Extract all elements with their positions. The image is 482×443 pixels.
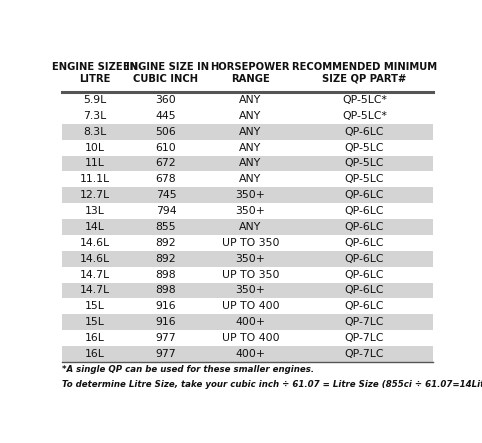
Text: 506: 506 [156,127,176,137]
Text: ANY: ANY [239,127,262,137]
Text: 892: 892 [156,238,176,248]
Text: 14L: 14L [85,222,105,232]
Text: 13L: 13L [85,206,105,216]
Bar [62,108,433,124]
Text: 15L: 15L [85,301,105,311]
Text: UP TO 400: UP TO 400 [222,333,279,343]
Bar [62,187,433,203]
Text: ANY: ANY [239,175,262,184]
Text: 672: 672 [156,159,176,168]
Text: QP-6LC: QP-6LC [345,127,384,137]
Text: 445: 445 [156,111,176,121]
Text: 400+: 400+ [235,317,266,327]
Text: QP-7LC: QP-7LC [345,349,384,359]
Text: 11L: 11L [85,159,105,168]
Text: ANY: ANY [239,95,262,105]
Text: ENGINE SIZE IN
LITRE: ENGINE SIZE IN LITRE [52,62,138,84]
Text: ANY: ANY [239,159,262,168]
Text: 11.1L: 11.1L [80,175,109,184]
Text: QP-6LC: QP-6LC [345,301,384,311]
Text: QP-5LC*: QP-5LC* [342,111,387,121]
Text: QP-6LC: QP-6LC [345,206,384,216]
Text: 14.7L: 14.7L [80,285,109,295]
Text: 916: 916 [156,301,176,311]
Bar [62,171,433,187]
Text: HORSEPOWER
RANGE: HORSEPOWER RANGE [211,62,290,84]
Text: 898: 898 [156,285,176,295]
Text: 745: 745 [156,190,176,200]
Text: QP-6LC: QP-6LC [345,270,384,280]
Text: QP-6LC: QP-6LC [345,222,384,232]
Bar [62,299,433,314]
Bar [62,124,433,140]
Text: 12.7L: 12.7L [80,190,109,200]
Text: To determine Litre Size, take your cubic inch ÷ 61.07 = Litre Size (855ci ÷ 61.0: To determine Litre Size, take your cubic… [62,380,482,389]
Text: 794: 794 [156,206,176,216]
Text: QP-6LC: QP-6LC [345,238,384,248]
Text: 8.3L: 8.3L [83,127,106,137]
Text: 14.6L: 14.6L [80,238,109,248]
Bar [62,203,433,219]
Text: RECOMMENDED MINIMUM
SIZE QP PART#: RECOMMENDED MINIMUM SIZE QP PART# [292,62,437,84]
Bar [62,155,433,171]
Text: QP-6LC: QP-6LC [345,285,384,295]
Text: ANY: ANY [239,222,262,232]
Text: 855: 855 [156,222,176,232]
Text: ANY: ANY [239,111,262,121]
Text: UP TO 400: UP TO 400 [222,301,279,311]
Bar [62,330,433,346]
Bar [62,346,433,362]
Text: 400+: 400+ [235,349,266,359]
Bar [62,235,433,251]
Text: QP-7LC: QP-7LC [345,317,384,327]
Text: QP-5LC: QP-5LC [345,175,384,184]
Text: 350+: 350+ [235,206,265,216]
Text: 5.9L: 5.9L [83,95,106,105]
Bar [62,54,433,92]
Text: QP-5LC: QP-5LC [345,143,384,152]
Text: 15L: 15L [85,317,105,327]
Text: UP TO 350: UP TO 350 [222,270,279,280]
Bar [62,314,433,330]
Text: 360: 360 [156,95,176,105]
Bar [62,140,433,155]
Text: ANY: ANY [239,143,262,152]
Text: 350+: 350+ [235,254,265,264]
Text: 350+: 350+ [235,285,265,295]
Text: 7.3L: 7.3L [83,111,106,121]
Text: QP-6LC: QP-6LC [345,190,384,200]
Bar [62,283,433,299]
Bar [62,92,433,108]
Text: 16L: 16L [85,349,105,359]
Text: QP-5LC: QP-5LC [345,159,384,168]
Text: *A single QP can be used for these smaller engines.: *A single QP can be used for these small… [62,365,314,373]
Text: 350+: 350+ [235,190,265,200]
Text: 14.7L: 14.7L [80,270,109,280]
Text: UP TO 350: UP TO 350 [222,238,279,248]
Bar [62,219,433,235]
Text: 977: 977 [156,349,176,359]
Text: ENGINE SIZE IN
CUBIC INCH: ENGINE SIZE IN CUBIC INCH [123,62,209,84]
Text: QP-7LC: QP-7LC [345,333,384,343]
Text: 14.6L: 14.6L [80,254,109,264]
Text: 977: 977 [156,333,176,343]
Text: 898: 898 [156,270,176,280]
Text: 10L: 10L [84,143,105,152]
Text: QP-6LC: QP-6LC [345,254,384,264]
Text: 892: 892 [156,254,176,264]
Text: 678: 678 [156,175,176,184]
Text: 916: 916 [156,317,176,327]
Text: 16L: 16L [85,333,105,343]
Text: QP-5LC*: QP-5LC* [342,95,387,105]
Bar [62,267,433,283]
Bar [62,251,433,267]
Text: 610: 610 [156,143,176,152]
